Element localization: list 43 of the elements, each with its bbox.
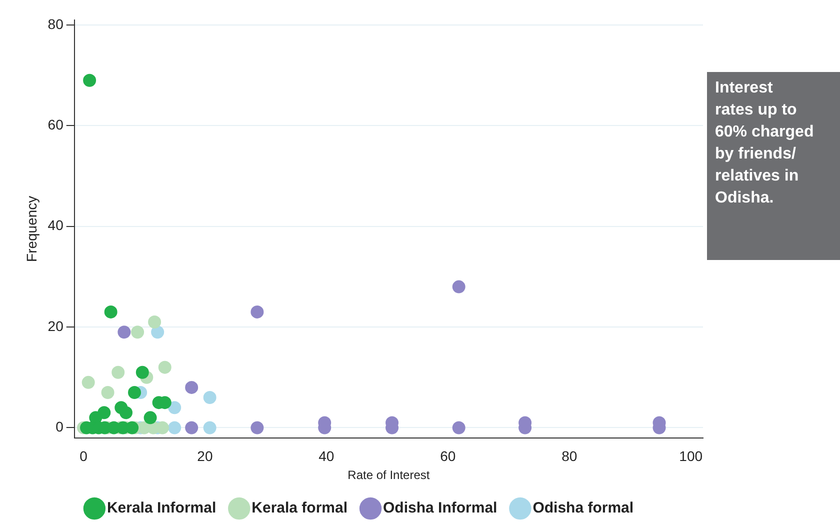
point [185, 380, 198, 394]
x-tick-label: 60 [440, 448, 456, 464]
point [250, 421, 264, 434]
x-axis-title: Rate of Interest [348, 468, 430, 482]
x-tick-label: 0 [80, 448, 88, 464]
point [120, 406, 132, 420]
point [250, 305, 264, 318]
x-tick-label: 20 [197, 448, 213, 464]
y-tick-label: 40 [48, 217, 64, 234]
legend-label: Odisha formal [532, 500, 634, 517]
x-tick-label: 40 [318, 448, 334, 464]
legend-label: Kerala formal [252, 500, 348, 517]
legend-label: Odisha Informal [383, 500, 498, 517]
point [83, 74, 96, 87]
y-tick-label: 80 [48, 16, 64, 32]
x-tick-label: 80 [562, 448, 578, 464]
point [151, 326, 164, 339]
point [452, 421, 466, 434]
point [452, 280, 466, 294]
point [136, 366, 149, 379]
point [168, 421, 182, 434]
y-axis-title: Frequency [23, 196, 40, 262]
point [112, 366, 125, 379]
point [128, 386, 141, 399]
y-tick-label: 60 [48, 116, 64, 133]
point [168, 401, 182, 414]
point [203, 391, 216, 404]
legend-label: Kerala Informal [106, 500, 216, 517]
point [118, 326, 131, 339]
x-tick-label: 100 [679, 448, 703, 464]
y-tick-label: 20 [48, 318, 64, 334]
point [185, 421, 198, 434]
point [148, 316, 162, 329]
point [126, 421, 139, 434]
point [101, 386, 114, 399]
y-tick-label: 0 [56, 418, 64, 435]
point [82, 376, 95, 389]
point [144, 411, 157, 424]
point [158, 360, 172, 374]
text: Interest rates up to 60% charged by friends/ relatives in Odisha. [715, 79, 814, 206]
point [203, 421, 216, 434]
point [104, 305, 118, 318]
point [131, 326, 144, 339]
